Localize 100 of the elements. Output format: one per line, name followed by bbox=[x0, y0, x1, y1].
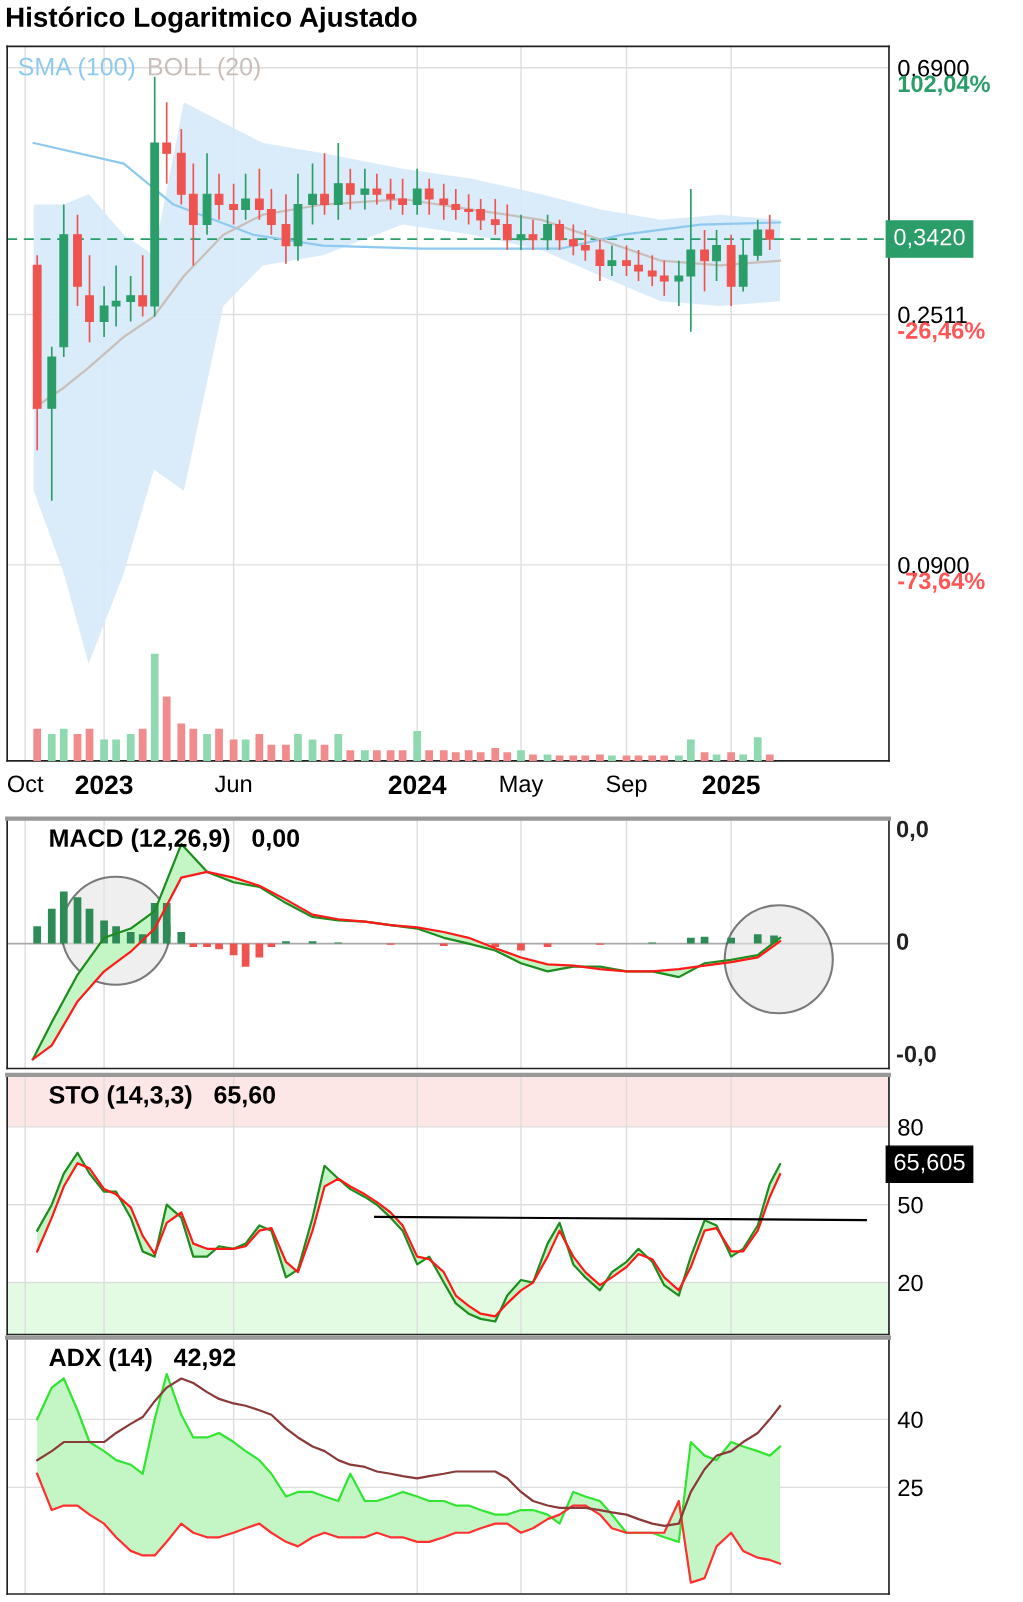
candlestick bbox=[424, 177, 434, 216]
bar bbox=[294, 734, 302, 761]
bar bbox=[425, 750, 434, 761]
y-tick-label: 80 bbox=[898, 1118, 923, 1136]
bar bbox=[85, 728, 94, 761]
candlestick bbox=[126, 275, 136, 323]
bar bbox=[267, 744, 276, 761]
candlestick bbox=[659, 259, 669, 297]
bar bbox=[320, 744, 329, 761]
bar bbox=[569, 755, 578, 761]
bar bbox=[398, 750, 407, 761]
bar bbox=[596, 754, 604, 761]
bar bbox=[73, 897, 82, 944]
bar bbox=[503, 752, 512, 761]
x-tick-label: 2025 bbox=[702, 775, 760, 795]
bar bbox=[126, 932, 135, 944]
bar bbox=[373, 750, 381, 761]
candlestick bbox=[412, 168, 422, 216]
candlestick bbox=[700, 229, 709, 293]
bar bbox=[517, 943, 525, 951]
bar bbox=[529, 754, 537, 761]
candlestick bbox=[345, 168, 355, 211]
candlestick bbox=[333, 142, 343, 221]
bar bbox=[439, 750, 448, 761]
bar bbox=[162, 696, 171, 761]
candlestick bbox=[214, 172, 224, 221]
bar bbox=[308, 941, 317, 944]
bar bbox=[608, 755, 616, 761]
bar bbox=[215, 728, 223, 761]
bar bbox=[739, 754, 748, 761]
candlestick bbox=[595, 238, 605, 282]
candlestick bbox=[360, 168, 370, 211]
bar bbox=[464, 750, 473, 761]
x-tick-label: May bbox=[500, 775, 544, 797]
candlestick bbox=[580, 229, 590, 262]
line-series bbox=[32, 141, 782, 250]
bar bbox=[334, 734, 343, 761]
bar bbox=[700, 936, 709, 944]
bar bbox=[308, 739, 317, 761]
candlestick bbox=[568, 223, 578, 257]
bar bbox=[59, 891, 68, 944]
bar bbox=[700, 752, 709, 761]
text: -0,0 bbox=[896, 1045, 936, 1066]
candlestick bbox=[555, 219, 565, 251]
line-series bbox=[36, 1472, 782, 1584]
bar bbox=[765, 754, 774, 761]
x-tick-label: Jun bbox=[214, 775, 252, 793]
y-tick-label: 20 bbox=[898, 1274, 923, 1292]
candlestick bbox=[386, 177, 396, 211]
bar bbox=[727, 752, 736, 761]
bar bbox=[177, 723, 186, 761]
candlestick bbox=[138, 254, 148, 318]
bar bbox=[241, 943, 250, 967]
candlestick bbox=[254, 168, 264, 221]
candlestick bbox=[398, 177, 408, 216]
bar bbox=[753, 934, 762, 944]
bar bbox=[674, 755, 683, 761]
bar bbox=[255, 734, 264, 761]
bar bbox=[229, 739, 238, 761]
candlestick bbox=[502, 203, 512, 251]
candlestick bbox=[451, 188, 461, 221]
x-tick-label: Oct bbox=[7, 775, 44, 793]
bar bbox=[648, 755, 657, 761]
chart-title: MACD (12,26,9) 0,00 bbox=[50, 828, 300, 852]
bar bbox=[100, 739, 108, 761]
y-tick-label: 25 bbox=[898, 1479, 923, 1497]
text: BOLL (20) bbox=[149, 57, 260, 81]
candlestick bbox=[162, 101, 172, 185]
candlestick bbox=[439, 182, 449, 221]
bar bbox=[162, 903, 171, 944]
candlestick bbox=[99, 285, 109, 338]
bar bbox=[150, 653, 159, 761]
text: SMA (100) bbox=[18, 57, 135, 81]
bar bbox=[686, 937, 695, 944]
bar bbox=[33, 926, 42, 944]
bar bbox=[581, 755, 590, 761]
x-tick-label: Sep bbox=[606, 775, 647, 797]
chart-title: ADX (14) 42,92 bbox=[49, 1347, 236, 1372]
candlestick bbox=[765, 213, 775, 251]
chart-title: Histórico Logaritmico Ajustado bbox=[6, 6, 417, 33]
bar bbox=[59, 728, 68, 761]
candlestick bbox=[622, 244, 631, 277]
bar bbox=[126, 734, 135, 761]
bar bbox=[282, 941, 290, 944]
x-tick-label: 2024 bbox=[388, 775, 447, 795]
text: 0 bbox=[896, 933, 909, 950]
bar bbox=[476, 752, 485, 761]
bar bbox=[138, 728, 147, 761]
candlestick bbox=[281, 193, 291, 265]
candlestick bbox=[674, 259, 684, 307]
y-tick-label: 40 bbox=[897, 1411, 923, 1429]
bar bbox=[386, 750, 395, 761]
bar bbox=[241, 739, 250, 761]
bar bbox=[177, 932, 186, 944]
bar bbox=[517, 750, 525, 761]
bar bbox=[203, 734, 211, 761]
bar bbox=[282, 744, 290, 761]
candlestick bbox=[320, 152, 329, 216]
candlestick bbox=[111, 264, 121, 328]
candlestick bbox=[607, 244, 617, 277]
